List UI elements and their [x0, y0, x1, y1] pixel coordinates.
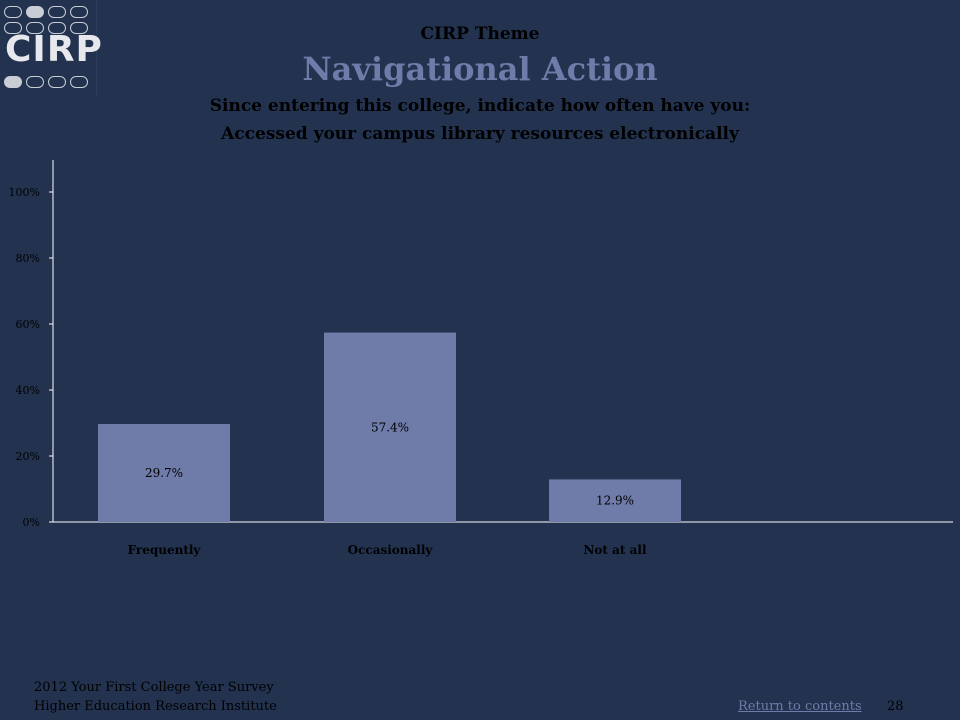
logo-pill	[70, 22, 88, 34]
logo-pill	[48, 76, 66, 88]
logo-pill	[70, 76, 88, 88]
data-label: 57.4%	[371, 420, 409, 434]
logo-pill	[48, 6, 66, 18]
logo-pill	[26, 6, 44, 18]
y-tick-label: 20%	[16, 450, 40, 463]
return-to-contents-link[interactable]: Return to contents	[738, 699, 862, 714]
y-tick-label: 60%	[16, 318, 40, 331]
y-tick-label: 0%	[23, 516, 40, 529]
y-tick-label: 80%	[16, 252, 40, 265]
logo-pill	[4, 6, 22, 18]
question-line-1: Since entering this college, indicate ho…	[209, 96, 751, 116]
page-number: 28	[887, 699, 904, 714]
bar-chart: 0% 20% 40% 60% 80% 100% 29.7% Frequently 57.4% Oc…	[9, 160, 953, 557]
y-tick-label: 40%	[16, 384, 40, 397]
bar-frequently	[98, 423, 230, 522]
cirp-logo: CIRP	[0, 0, 102, 96]
survey-name: 2012 Your First College Year Survey	[34, 680, 274, 695]
logo-pill	[70, 6, 88, 18]
logo-pill	[4, 22, 22, 34]
bar-occasionally	[324, 332, 456, 522]
logo-pill	[26, 22, 44, 34]
data-label: 12.9%	[596, 494, 634, 508]
logo-pill	[26, 76, 44, 88]
logo-wordmark: CIRP	[5, 29, 103, 70]
bar-not-at-all	[549, 479, 681, 522]
question-line-2: Accessed your campus library resources e…	[221, 124, 739, 144]
page-title: Navigational Action	[302, 50, 658, 88]
data-label: 29.7%	[145, 466, 183, 480]
y-tick-label: 100%	[9, 186, 40, 199]
institute-name: Higher Education Research Institute	[34, 699, 277, 714]
category-label: Not at all	[583, 543, 647, 557]
category-label: Frequently	[128, 543, 202, 557]
logo-pill	[48, 22, 66, 34]
logo-pill	[4, 76, 22, 88]
theme-label: CIRP Theme	[420, 24, 540, 44]
category-label: Occasionally	[348, 543, 434, 557]
